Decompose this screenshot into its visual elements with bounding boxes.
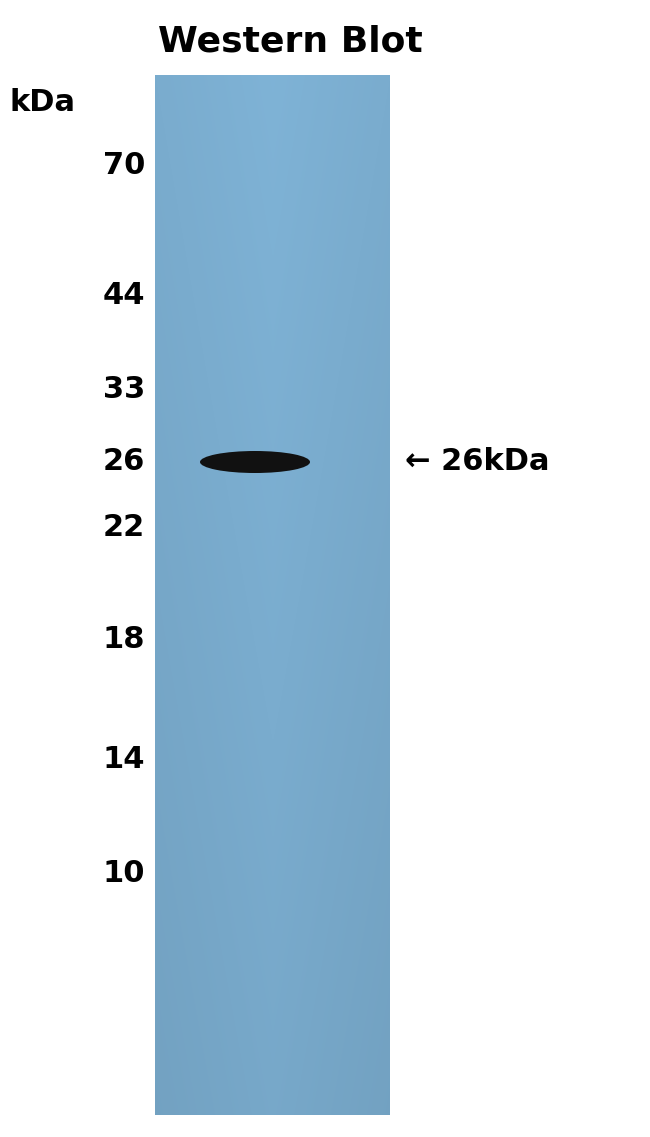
Text: kDa: kDa [10,88,76,117]
Text: 18: 18 [103,625,145,655]
Ellipse shape [200,451,310,473]
Text: 26: 26 [103,448,145,476]
Text: 44: 44 [103,281,145,309]
Text: 33: 33 [103,375,145,405]
Text: 70: 70 [103,150,145,180]
Text: 10: 10 [103,858,145,888]
Text: ← 26kDa: ← 26kDa [405,448,549,476]
Text: 14: 14 [103,746,145,774]
Text: 22: 22 [103,513,145,541]
Text: Western Blot: Western Blot [157,25,422,59]
